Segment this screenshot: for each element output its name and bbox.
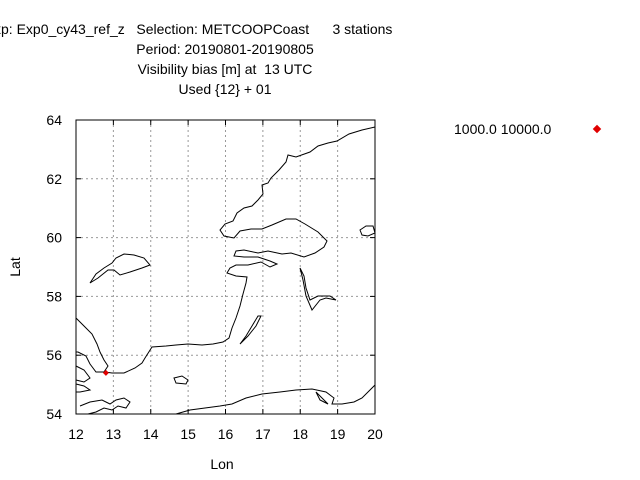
coastline-southwest	[79, 397, 131, 415]
title-line-used: Used {12} + 01	[178, 81, 272, 97]
lon-tick-label: 13	[106, 426, 122, 442]
coastline-island-north	[89, 253, 151, 284]
lon-tick-label: 15	[180, 426, 196, 442]
lon-tick-label: 12	[68, 426, 84, 442]
x-axis-label: Lon	[210, 456, 233, 472]
lat-tick-label: 64	[46, 112, 62, 128]
coastline-west-islands	[75, 365, 92, 393]
y-axis-label: Lat	[7, 257, 23, 277]
coastline-small-island	[173, 375, 189, 385]
title-line-experiment: xp: Exp0_cy43_ref_z Selection: METCOOPCo…	[0, 21, 393, 37]
lon-tick-label: 17	[255, 426, 271, 442]
coastline-island-east	[359, 225, 376, 237]
title-line-parameter: Visibility bias [m] at 13 UTC	[137, 61, 313, 77]
lon-tick-label: 14	[143, 426, 159, 442]
grid-lines	[76, 120, 375, 414]
lat-tick-label: 58	[46, 288, 62, 304]
axis-ticks	[75, 119, 376, 415]
title-line-period: Period: 20190801-20190805	[136, 41, 314, 57]
station-marker	[102, 369, 109, 376]
lat-tick-label: 60	[46, 230, 62, 246]
lon-tick-label: 19	[330, 426, 346, 442]
station-markers	[102, 369, 109, 376]
coastline-north-shore	[104, 126, 376, 374]
lon-tick-label: 20	[367, 426, 383, 442]
coastline-bay	[315, 391, 329, 405]
coastline-fjord	[299, 267, 337, 311]
coastline-inlet	[239, 315, 262, 345]
lon-tick-label: 16	[218, 426, 234, 442]
lat-tick-labels: 64 62 60 58 56 54	[46, 112, 62, 422]
lon-tick-label: 18	[292, 426, 308, 442]
lat-tick-label: 56	[46, 347, 62, 363]
lon-tick-labels: 12 13 14 15 16 17 18 19 20	[68, 426, 383, 442]
lat-tick-label: 62	[46, 171, 62, 187]
lat-tick-label: 54	[46, 406, 62, 422]
coastline-south	[175, 384, 376, 415]
legend-label: 1000.0 10000.0	[454, 121, 552, 137]
coastline-west	[75, 317, 109, 373]
coastline	[75, 126, 376, 415]
